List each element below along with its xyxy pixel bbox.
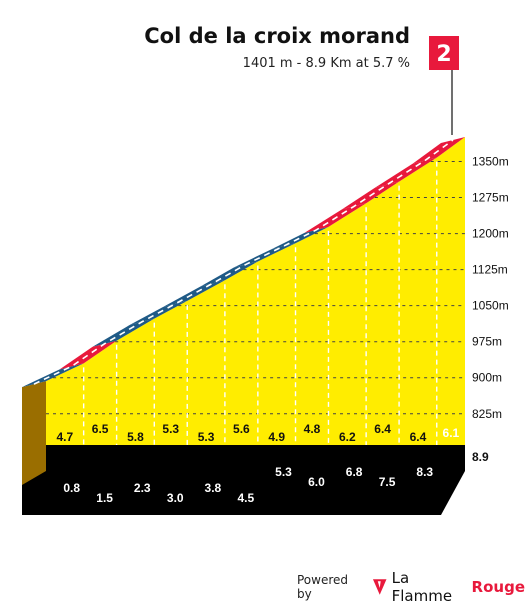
elevation-tick-label: 1350m <box>472 155 509 169</box>
gradient-label: 4.7 <box>56 430 73 444</box>
gradient-label: 4.9 <box>268 430 285 444</box>
gradient-label: 6.4 <box>410 430 427 444</box>
segment-band <box>375 157 437 188</box>
base-strip <box>46 445 465 471</box>
gradient-label: 5.6 <box>233 422 250 436</box>
powered-by-label: Powered by <box>297 573 349 601</box>
segment-band <box>22 363 84 388</box>
profile-layer <box>22 137 465 487</box>
segment-band <box>59 340 117 370</box>
km-label: 8.3 <box>416 465 433 479</box>
gradient-label: 5.3 <box>198 430 215 444</box>
elevation-tick-label: 900m <box>472 371 502 385</box>
km-label: 3.8 <box>205 481 222 495</box>
km-label: 2.3 <box>134 481 151 495</box>
band-center-line <box>33 139 454 385</box>
final-km-label: 8.9 <box>472 450 489 464</box>
gradient-label: 4.8 <box>304 422 321 436</box>
gradient-label: 6.5 <box>92 422 109 436</box>
footer-credit: Powered by La Flamme Rouge <box>297 569 525 605</box>
elevation-tick-label: 1200m <box>472 227 509 241</box>
elevation-tick-label: 1125m <box>472 263 508 277</box>
km-label: 7.5 <box>379 475 396 489</box>
elevation-tick-label: 825m <box>472 407 502 421</box>
elevation-tick-label: 1275m <box>472 191 509 205</box>
grid-layer <box>46 161 465 445</box>
chart-subtitle: 1401 m - 8.9 Km at 5.7 % <box>242 56 410 71</box>
elevation-tick-label: 975m <box>472 335 502 349</box>
km-label: 6.8 <box>346 465 363 479</box>
flag-badge <box>429 36 459 70</box>
chart-title: Col de la croix morand <box>144 24 410 48</box>
segment-band <box>271 226 329 250</box>
km-label: 0.8 <box>63 481 80 495</box>
profile-fill <box>46 137 465 445</box>
base-layer <box>22 445 465 515</box>
km-label: 1.5 <box>96 491 113 505</box>
profile-side-face <box>22 381 46 487</box>
elevation-tick-label: 1050m <box>472 299 509 313</box>
km-label: 5.3 <box>275 465 292 479</box>
segment-band <box>163 280 225 307</box>
gradient-label: 5.3 <box>162 422 179 436</box>
gradient-label: 5.8 <box>127 430 144 444</box>
flame-logo-icon <box>373 579 387 595</box>
gradient-label: 6.4 <box>374 422 391 436</box>
category-badge-label: 2 <box>436 42 451 67</box>
base-strip-front <box>22 471 465 515</box>
brand-name-part1: La Flamme <box>391 569 453 605</box>
gradient-label: 6.1 <box>443 426 460 440</box>
labels-layer: 825m 900m 975m 1050m 1125m 1200m 1275m 1350m 4.7… <box>56 155 508 505</box>
brand-name-part2: Rouge <box>471 578 525 596</box>
summit-flag: 2 <box>429 36 459 135</box>
gradient-label: 6.2 <box>339 430 356 444</box>
km-label: 3.0 <box>167 491 184 505</box>
km-label: 6.0 <box>308 475 325 489</box>
segment-band <box>412 137 465 164</box>
km-label: 4.5 <box>238 491 255 505</box>
